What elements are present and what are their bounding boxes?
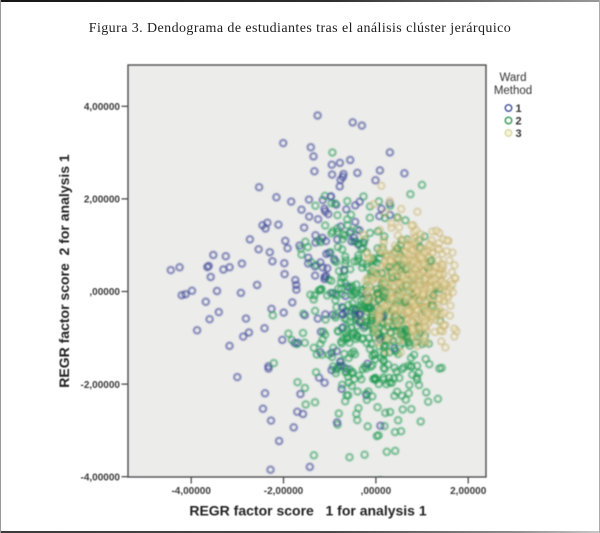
svg-text:4,00000: 4,00000 — [84, 102, 121, 113]
svg-text:-2,00000: -2,00000 — [264, 486, 304, 497]
svg-text:2: 2 — [516, 116, 522, 128]
svg-text:2,00000: 2,00000 — [84, 195, 121, 206]
svg-text:-4,00000: -4,00000 — [81, 472, 121, 483]
svg-text:1: 1 — [516, 103, 522, 115]
svg-text:REGR factor score 1 for anal: REGR factor score 1 for analysis 1 — [189, 503, 427, 519]
svg-text:,00000: ,00000 — [89, 287, 120, 298]
svg-text:2,00000: 2,00000 — [450, 486, 487, 497]
svg-text:REGR factor score 2 for analy: REGR factor score 2 for analysis 1 — [56, 154, 72, 388]
svg-text:-2,00000: -2,00000 — [81, 380, 121, 391]
svg-text:3: 3 — [516, 128, 522, 140]
svg-text:Ward: Ward — [499, 72, 526, 84]
svg-text:,00000: ,00000 — [361, 486, 392, 497]
svg-text:-4,00000: -4,00000 — [171, 486, 211, 497]
svg-text:Method: Method — [494, 85, 532, 97]
